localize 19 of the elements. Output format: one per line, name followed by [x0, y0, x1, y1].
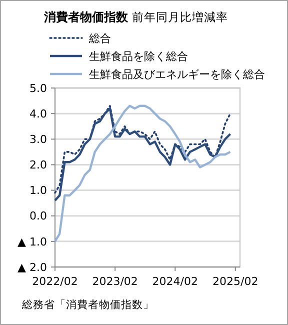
chart-subtitle: 前年同月比増減率 — [132, 10, 228, 24]
y-tick-label: ▲ 2.0 — [18, 260, 47, 274]
chart-title: 消費者物価指数 — [43, 10, 129, 24]
y-tick-label: 3.0 — [30, 132, 47, 146]
y-tick-label: 4.0 — [30, 107, 47, 120]
y-tick-label: ▲ 1.0 — [18, 235, 47, 248]
y-tick-label: 2.0 — [30, 158, 47, 172]
x-tick-label: 2023/02 — [92, 275, 138, 288]
text: 総務省「消費者物価指数」 — [21, 298, 154, 311]
legend-label: 生鮮食品及びエネルギーを除く総合 — [89, 68, 265, 81]
y-tick-label: 1.0 — [30, 184, 47, 198]
legend-label: 総合 — [88, 32, 111, 45]
x-tick-label: 2024/02 — [152, 275, 198, 288]
line-series — [54, 104, 232, 243]
x-tick-label: 2025/02 — [212, 275, 258, 288]
y-tick-label: 5.0 — [30, 82, 47, 95]
legend-label: 生鮮食品を除く総合 — [89, 50, 188, 63]
y-tick-label: 0.0 — [30, 210, 47, 223]
x-tick-label: 2022/02 — [32, 275, 78, 288]
